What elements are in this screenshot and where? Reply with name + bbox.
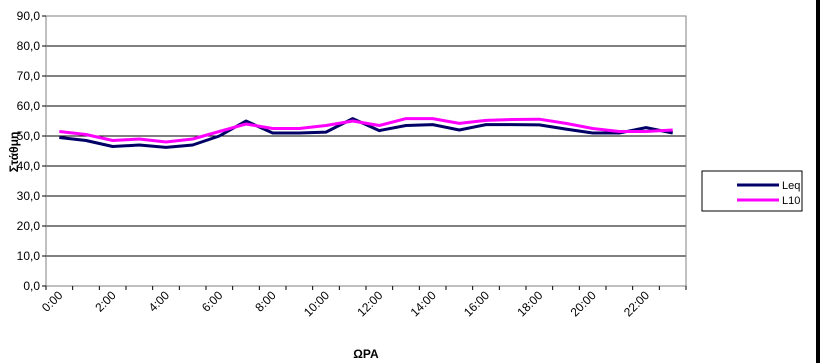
legend-box <box>701 170 803 212</box>
legend: Leq L10 <box>701 170 803 212</box>
x-tick-label: 6:00 <box>199 288 226 315</box>
y-tick-label: 60,0 <box>17 99 41 113</box>
x-tick-label: 0:00 <box>39 288 66 315</box>
x-tick-label: 4:00 <box>146 288 173 315</box>
x-tick-label: 14:00 <box>408 288 439 319</box>
window-border <box>816 0 820 363</box>
y-tick-label: 0,0 <box>23 279 40 293</box>
legend-label-leq: Leq <box>782 180 800 192</box>
y-tick-label: 80,0 <box>17 39 41 53</box>
y-tick-label: 20,0 <box>17 219 41 233</box>
y-tick-label: 90,0 <box>17 9 41 23</box>
gridlines <box>46 45 686 257</box>
series-line-l10 <box>59 117 673 144</box>
x-tick-label: 16:00 <box>461 288 492 319</box>
y-tick-label: 50,0 <box>17 129 41 143</box>
x-tick-label: 12:00 <box>354 288 385 319</box>
x-axis-ticks: 0:00 2:00 4:00 6:00 8:00 10:00 12:00 14:00 16:00… <box>39 286 687 319</box>
series-lines <box>59 117 673 149</box>
x-tick-label: 20:00 <box>568 288 599 319</box>
x-tick-label: 10:00 <box>301 288 332 319</box>
legend-label-l10: L10 <box>782 195 800 207</box>
y-tick-label: 70,0 <box>17 69 41 83</box>
x-tick-label: 8:00 <box>252 288 279 315</box>
y-tick-label: 40,0 <box>17 159 41 173</box>
y-tick-label: 30,0 <box>17 189 41 203</box>
y-axis-ticks: 0,0 10,0 20,0 30,0 40,0 50,0 60,0 70,0 80,0 90,0 <box>17 9 46 293</box>
x-axis-title: ΩΡΑ <box>353 347 379 361</box>
x-tick-label: 2:00 <box>92 288 119 315</box>
y-tick-label: 10,0 <box>17 249 41 263</box>
x-tick-label: 18:00 <box>514 288 545 319</box>
x-tick-label: 22:00 <box>621 288 652 319</box>
y-axis-title: Στάθμη <box>7 132 21 173</box>
plot-area <box>45 15 687 287</box>
